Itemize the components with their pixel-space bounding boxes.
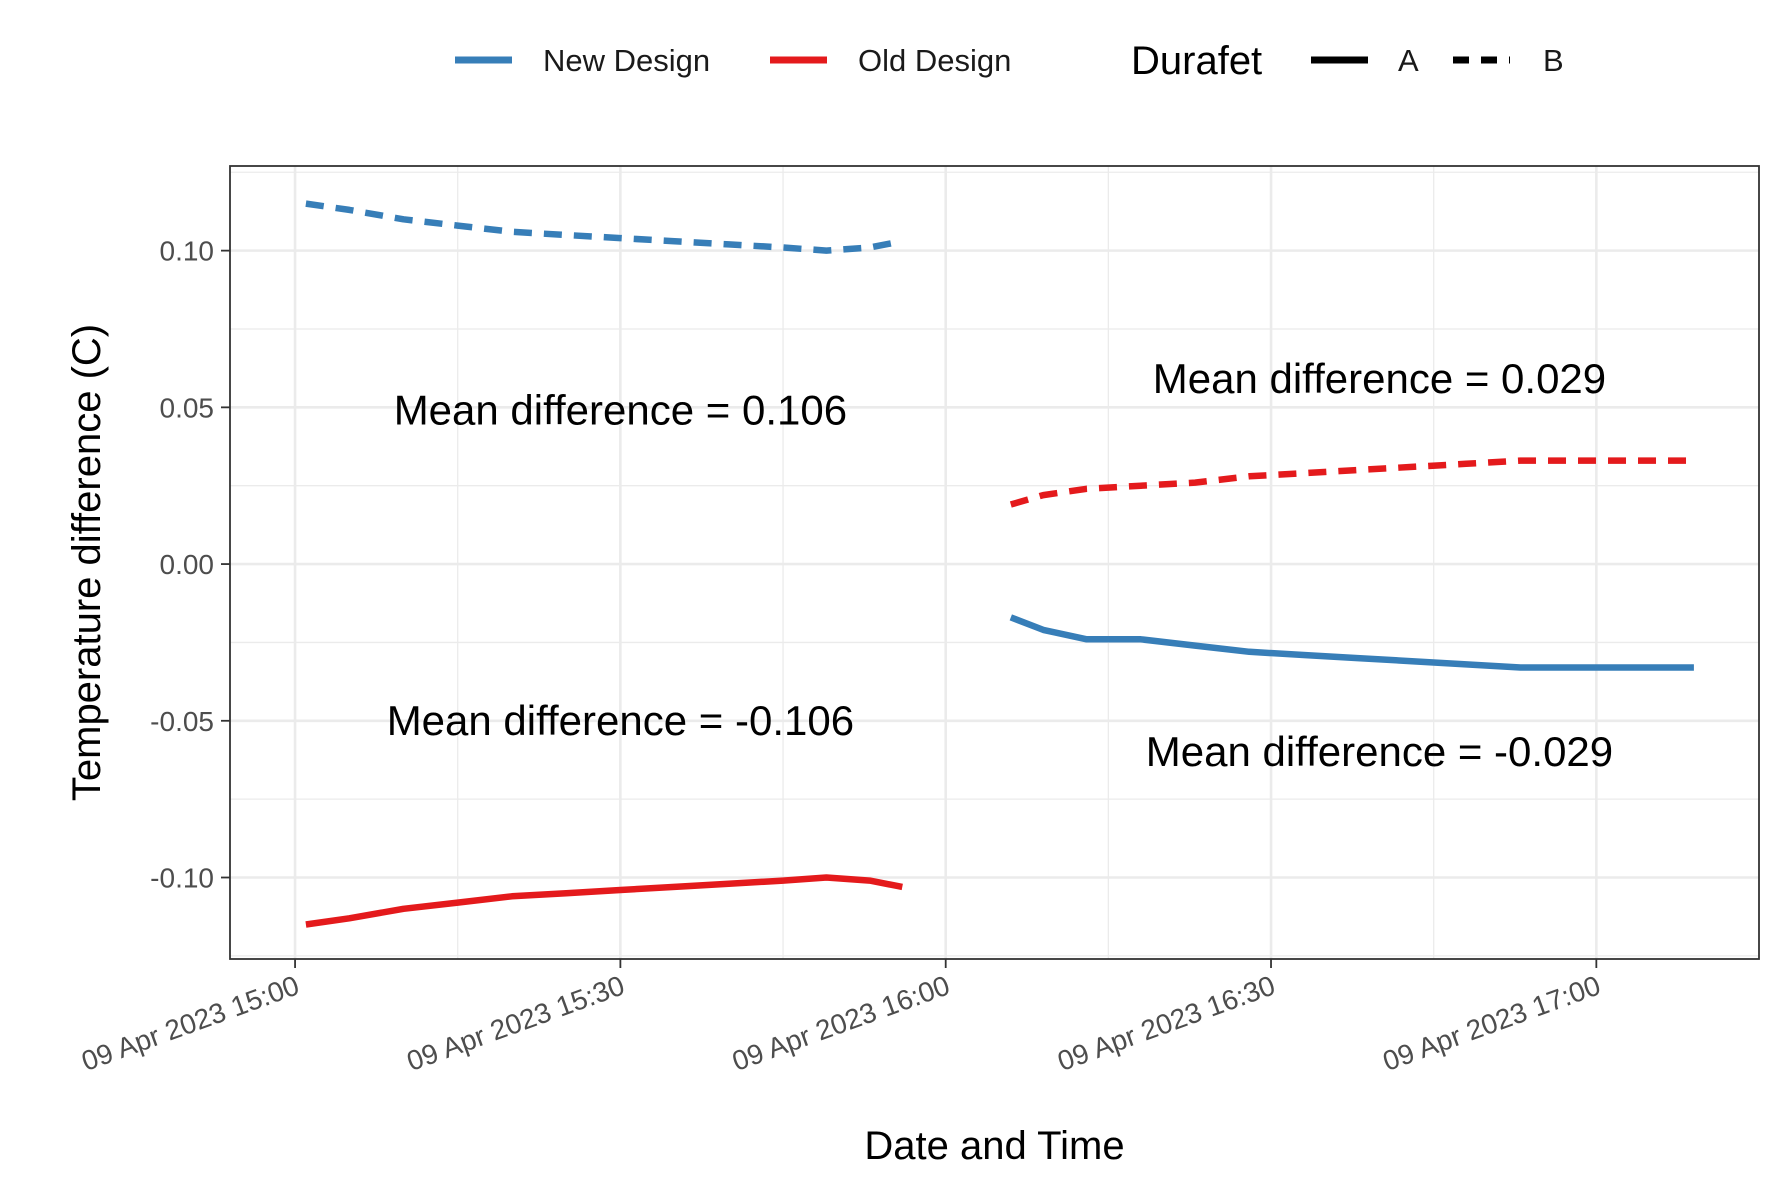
mean-difference-annotation: Mean difference = 0.106 bbox=[394, 386, 847, 433]
mean-difference-annotation: Mean difference = -0.106 bbox=[387, 697, 854, 744]
legend-label-durafet-a: A bbox=[1398, 43, 1419, 78]
series-line-old-design-durafet-a bbox=[305, 874, 903, 928]
series-line-new-design-durafet-b bbox=[305, 200, 903, 254]
y-tick-label: 0.10 bbox=[160, 236, 215, 267]
legend: New Design Old Design Durafet A B bbox=[455, 39, 1564, 83]
y-tick-label: 0.05 bbox=[160, 392, 215, 423]
x-axis-title: Date and Time bbox=[864, 1124, 1124, 1168]
series-line-old-design-durafet-b bbox=[1009, 457, 1694, 508]
panel-border bbox=[229, 165, 1760, 960]
y-tick-label: 0.00 bbox=[160, 549, 215, 580]
legend-label-new-design: New Design bbox=[543, 43, 710, 78]
y-tick-label: -0.05 bbox=[150, 706, 214, 737]
mean-difference-annotation: Mean difference = -0.029 bbox=[1146, 728, 1613, 775]
legend-label-durafet-b: B bbox=[1543, 43, 1564, 78]
legend-title-durafet: Durafet bbox=[1131, 39, 1262, 83]
y-tick-label: -0.10 bbox=[150, 863, 214, 894]
series-line-new-design-durafet-a bbox=[1009, 614, 1694, 671]
y-axis-title: Temperature difference (C) bbox=[65, 324, 109, 801]
annotation-layer: Mean difference = 0.106 Mean difference =… bbox=[387, 355, 1613, 775]
grid-layer bbox=[230, 166, 1759, 959]
series-layer bbox=[305, 200, 1694, 928]
legend-label-old-design: Old Design bbox=[858, 43, 1011, 78]
mean-difference-annotation: Mean difference = 0.029 bbox=[1153, 355, 1606, 402]
